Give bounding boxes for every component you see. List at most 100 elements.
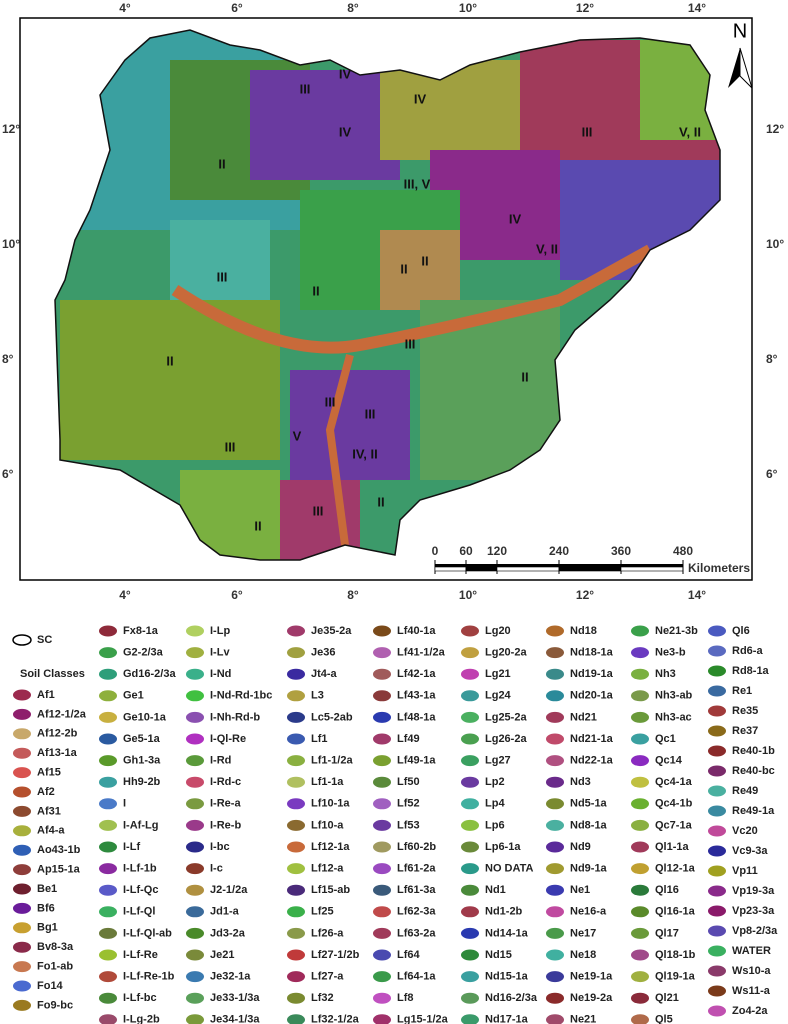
legend-swatch: [546, 992, 564, 1004]
legend-label: Nd15-1a: [485, 971, 529, 983]
legend-swatch: [99, 625, 117, 637]
legend-swatch: [546, 841, 564, 853]
legend-swatch: [287, 625, 305, 637]
legend-label: Je32-1a: [210, 971, 251, 983]
legend-swatch: [13, 980, 31, 992]
legend-label: Ne19-1a: [570, 971, 613, 983]
legend-label: Lf64-1a: [397, 971, 436, 983]
legend-label: Nh3: [655, 668, 676, 680]
legend-swatch: [287, 733, 305, 745]
legend-swatch: [99, 906, 117, 918]
region-label: III: [225, 439, 236, 454]
legend-label: Lf27-a: [311, 971, 344, 983]
legend-label: Nd18-1a: [570, 647, 614, 659]
legend-label: Vp8-2/3a: [732, 925, 778, 937]
legend-label: Lf10-1a: [311, 798, 350, 810]
scale-segment: [435, 564, 466, 567]
legend-label: Nd16-2/3a: [485, 992, 538, 1004]
legend-swatch: [461, 668, 479, 680]
lat-label: 8°: [766, 352, 778, 366]
legend-label: Jd1-a: [210, 906, 240, 918]
legend-swatch: [99, 884, 117, 896]
legend-label: I-Lf-Re: [123, 949, 158, 961]
legend-label: Lc5-2ab: [311, 711, 353, 723]
lon-label: 8°: [347, 1, 359, 15]
legend-label: Lg24: [485, 690, 512, 702]
region-label: III: [325, 394, 336, 409]
legend-swatch: [708, 745, 726, 757]
legend-label: Lf48-1a: [397, 711, 436, 723]
legend-label: Nd1-2b: [485, 906, 523, 918]
legend-swatch: [546, 884, 564, 896]
legend-label: Ap15-1a: [37, 864, 81, 876]
legend-swatch: [186, 755, 204, 767]
legend-label: I-Re-b: [210, 819, 241, 831]
legend-swatch: [186, 992, 204, 1004]
legend-swatch: [708, 785, 726, 797]
legend-label: Jt4-a: [311, 668, 338, 680]
legend-swatch: [708, 685, 726, 697]
region-label: V, II: [536, 241, 558, 256]
north-arrow: N: [728, 20, 753, 89]
legend-swatch: [13, 922, 31, 934]
legend-label: Lg25-2a: [485, 711, 527, 723]
legend-swatch: [99, 690, 117, 702]
legend-label: I: [123, 798, 126, 810]
legend-label: Nd3: [570, 776, 591, 788]
legend-swatch: [186, 863, 204, 875]
legend-swatch: [708, 645, 726, 657]
legend-swatch: [186, 776, 204, 788]
legend-swatch: [461, 819, 479, 831]
legend-label: Qc7-1a: [655, 819, 693, 831]
legend-label: Lf43-1a: [397, 690, 436, 702]
legend-label: Ws11-a: [732, 985, 771, 997]
legend-swatch: [186, 690, 204, 702]
legend-label: Je34-1/3a: [210, 1014, 260, 1024]
legend-label: Lf42-1a: [397, 668, 436, 680]
legend-swatch: [287, 863, 305, 875]
legend-swatch: [546, 1014, 564, 1024]
legend-label: Lf41-1/2a: [397, 647, 446, 659]
legend-label: I-Lf-Ql-ab: [123, 927, 172, 939]
legend-swatch: [99, 1014, 117, 1024]
legend-swatch: [373, 776, 391, 788]
legend-swatch: [287, 884, 305, 896]
legend-label: Je21: [210, 949, 234, 961]
legend-swatch: [546, 798, 564, 810]
legend-label: Lg20: [485, 625, 511, 637]
legend-swatch: [708, 665, 726, 677]
legend-label: Lg20-2a: [485, 647, 527, 659]
region-label: IV: [414, 91, 427, 106]
legend-label: Lg15-1/2a: [397, 1014, 449, 1024]
legend-swatch: [546, 819, 564, 831]
region-label: III: [405, 336, 416, 351]
legend-swatch: [546, 755, 564, 767]
legend-swatch: [631, 841, 649, 853]
lon-label: 10°: [459, 1, 477, 15]
legend-label: I-Lf-Ql: [123, 906, 155, 918]
legend-label: Lf63-2a: [397, 927, 436, 939]
legend-swatch: [631, 776, 649, 788]
legend-swatch: [13, 825, 31, 837]
legend-label: Re1: [732, 685, 752, 697]
legend-swatch: [99, 927, 117, 939]
legend-swatch: [186, 819, 204, 831]
legend-swatch: [186, 668, 204, 680]
legend-label: Nd14-1a: [485, 927, 529, 939]
legend-swatch: [631, 971, 649, 983]
legend-swatch: [546, 776, 564, 788]
legend-label: L3: [311, 690, 324, 702]
legend-swatch: [99, 992, 117, 1004]
legend-title: Soil Classes: [20, 668, 85, 680]
legend-swatch: [13, 786, 31, 798]
lon-label: 12°: [576, 1, 594, 15]
legend-swatch: [631, 733, 649, 745]
region-label: V: [293, 428, 302, 443]
legend-swatch: [373, 884, 391, 896]
legend-label: Nd15: [485, 949, 512, 961]
legend-label: Je33-1/3a: [210, 992, 260, 1004]
legend-label: Lg21: [485, 668, 511, 680]
region-label: III: [217, 269, 228, 284]
legend-label: Lf61-3a: [397, 884, 436, 896]
